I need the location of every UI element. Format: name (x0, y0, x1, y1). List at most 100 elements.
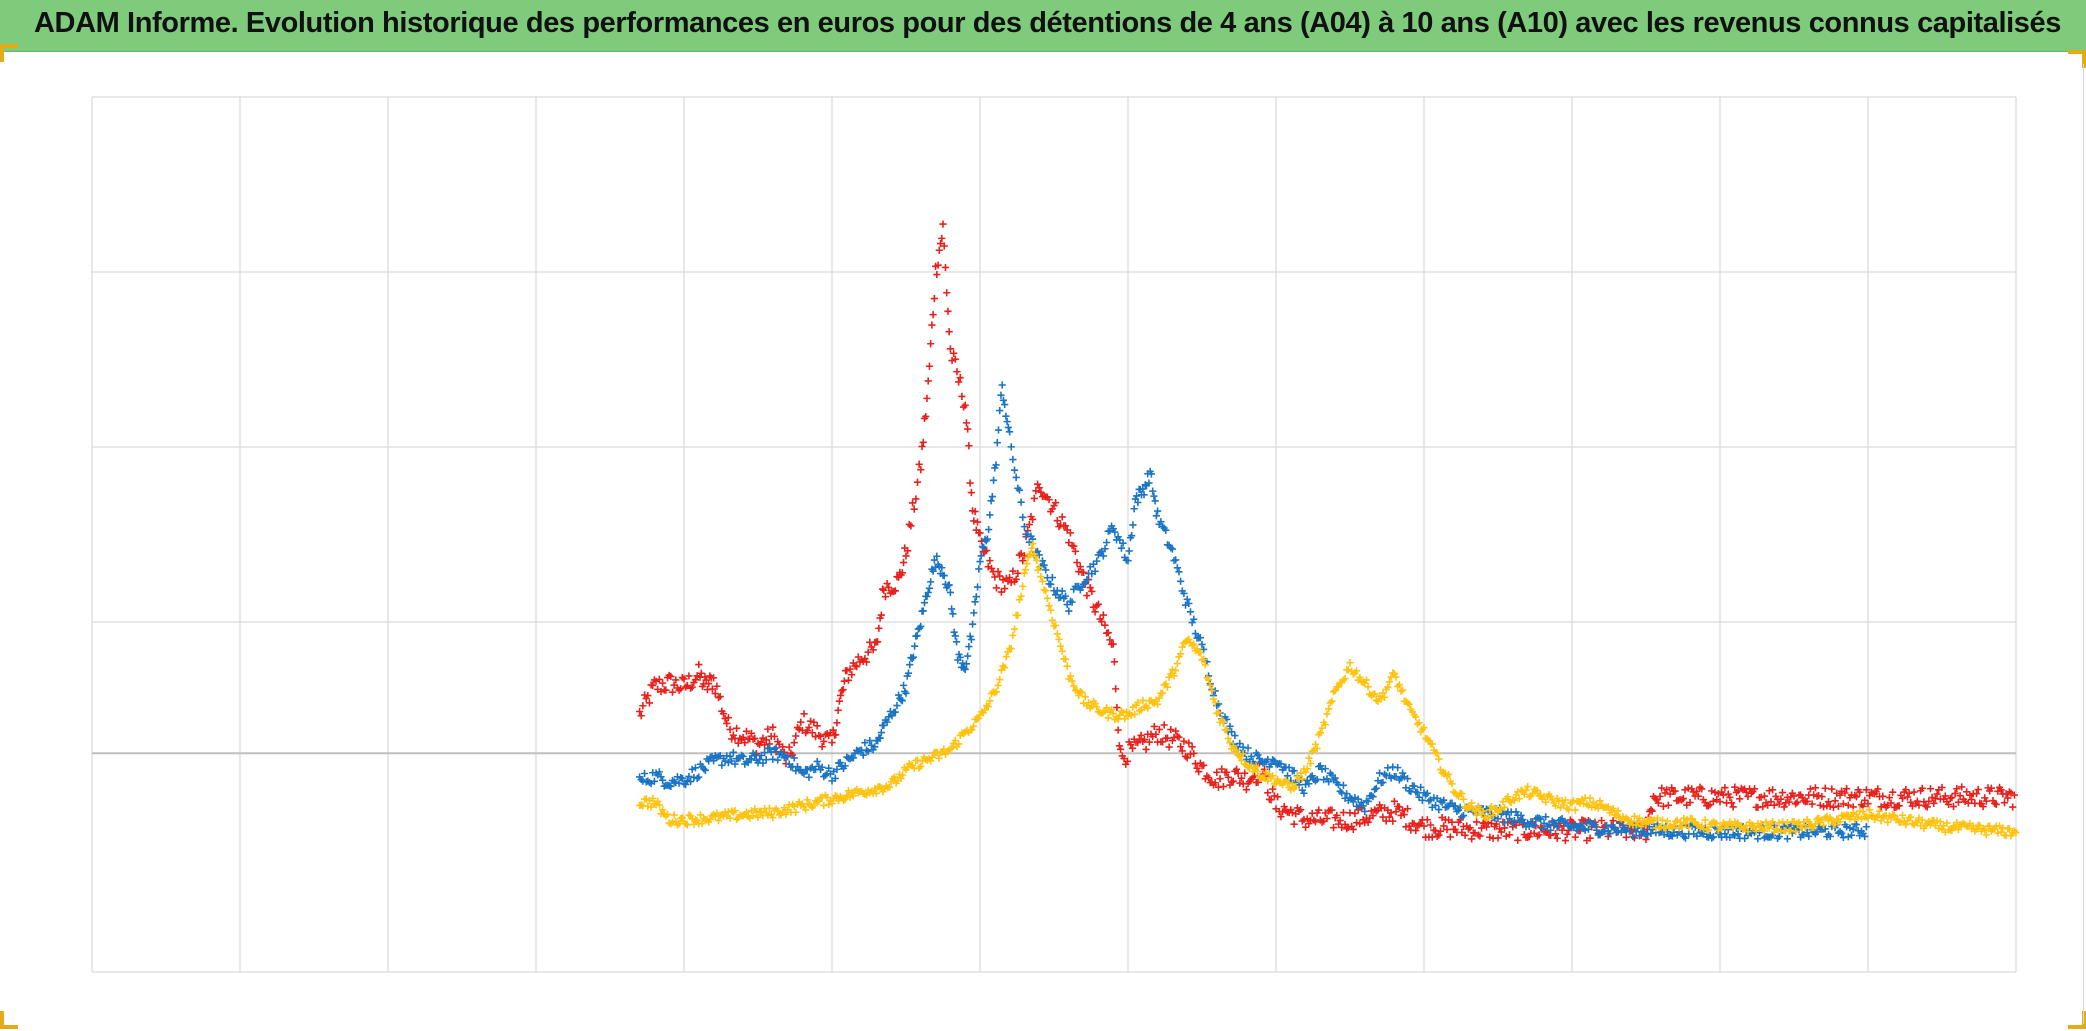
data-point (1200, 655, 1208, 664)
data-point (1070, 682, 1078, 690)
corner-marker-top-left (0, 44, 18, 62)
data-point (695, 660, 703, 669)
data-point (1663, 786, 1671, 794)
data-point (659, 776, 667, 784)
data-point (1313, 744, 1321, 753)
data-point (1806, 785, 1815, 793)
data-point (1163, 734, 1172, 742)
data-point (1091, 567, 1099, 575)
data-point (1190, 749, 1198, 757)
data-point (655, 768, 663, 776)
data-point (1280, 802, 1288, 811)
data-point (1979, 803, 1987, 811)
data-point (1149, 487, 1157, 495)
data-point (964, 425, 972, 433)
data-point (1461, 831, 1469, 839)
data-point (1306, 759, 1315, 768)
data-point (1420, 724, 1428, 732)
data-point (1586, 834, 1594, 842)
data-point (1708, 787, 1716, 795)
data-point (997, 391, 1005, 399)
data-point (1344, 666, 1352, 674)
data-point (1111, 528, 1119, 536)
data-point (792, 808, 800, 816)
data-point (1714, 790, 1722, 798)
data-point (1326, 699, 1334, 707)
data-point (1688, 822, 1696, 830)
data-point (965, 442, 973, 450)
data-point (1236, 779, 1244, 787)
data-point (1459, 795, 1468, 803)
data-point (941, 263, 950, 272)
data-point (691, 764, 700, 772)
data-point (678, 774, 686, 782)
data-point (1775, 800, 1783, 808)
data-point (1254, 767, 1262, 776)
data-point (1907, 798, 1915, 806)
data-point (1443, 825, 1451, 834)
data-point (1542, 813, 1550, 821)
data-point (1500, 803, 1509, 812)
data-point (1520, 790, 1528, 798)
data-point (1533, 787, 1542, 795)
data-point (1844, 833, 1852, 841)
data-point (1415, 719, 1423, 727)
data-point (1020, 523, 1028, 531)
data-point (915, 460, 923, 468)
data-point (1117, 544, 1126, 552)
data-point (890, 773, 899, 781)
data-point (1729, 803, 1737, 811)
data-point (1328, 697, 1336, 705)
data-point (1354, 795, 1362, 803)
data-point (960, 664, 968, 672)
data-point (1127, 711, 1135, 719)
data-point (924, 377, 932, 385)
data-point (909, 653, 917, 661)
data-point (927, 757, 935, 765)
data-point (1351, 809, 1359, 818)
data-point (1787, 793, 1795, 801)
data-point (1035, 484, 1043, 492)
data-point (1793, 798, 1801, 806)
data-point (1584, 825, 1593, 833)
data-point (1045, 602, 1053, 610)
data-point (992, 584, 1001, 592)
data-point (1711, 788, 1719, 796)
data-point (1593, 800, 1601, 808)
data-point (1841, 789, 1849, 797)
data-point (1849, 825, 1857, 833)
data-point (1558, 826, 1566, 834)
data-point (1115, 742, 1123, 750)
data-point (825, 764, 833, 772)
data-point (1204, 676, 1213, 684)
data-point (1459, 811, 1468, 820)
data-point (1693, 787, 1701, 795)
data-point (956, 374, 964, 382)
data-point (769, 814, 777, 822)
data-point (1731, 831, 1739, 840)
data-point (1042, 566, 1050, 574)
data-point (832, 731, 840, 739)
data-point (1073, 559, 1081, 567)
data-point (1114, 715, 1122, 723)
data-point (1889, 788, 1897, 796)
data-point (1165, 743, 1173, 751)
data-point (802, 806, 810, 814)
data-point (1933, 790, 1941, 798)
data-point (899, 681, 908, 689)
data-point (795, 725, 803, 733)
data-point (1468, 799, 1476, 807)
data-point (1031, 553, 1040, 561)
data-point (831, 774, 839, 783)
data-point (1861, 796, 1869, 804)
data-point (1561, 796, 1570, 804)
data-point (820, 737, 828, 746)
data-point (1412, 826, 1420, 835)
data-point (1718, 824, 1726, 832)
data-point (1014, 569, 1022, 577)
data-point (1190, 640, 1198, 648)
data-point (1606, 830, 1614, 838)
data-point (1423, 789, 1431, 797)
data-point (1168, 545, 1176, 553)
data-point (1694, 792, 1702, 800)
